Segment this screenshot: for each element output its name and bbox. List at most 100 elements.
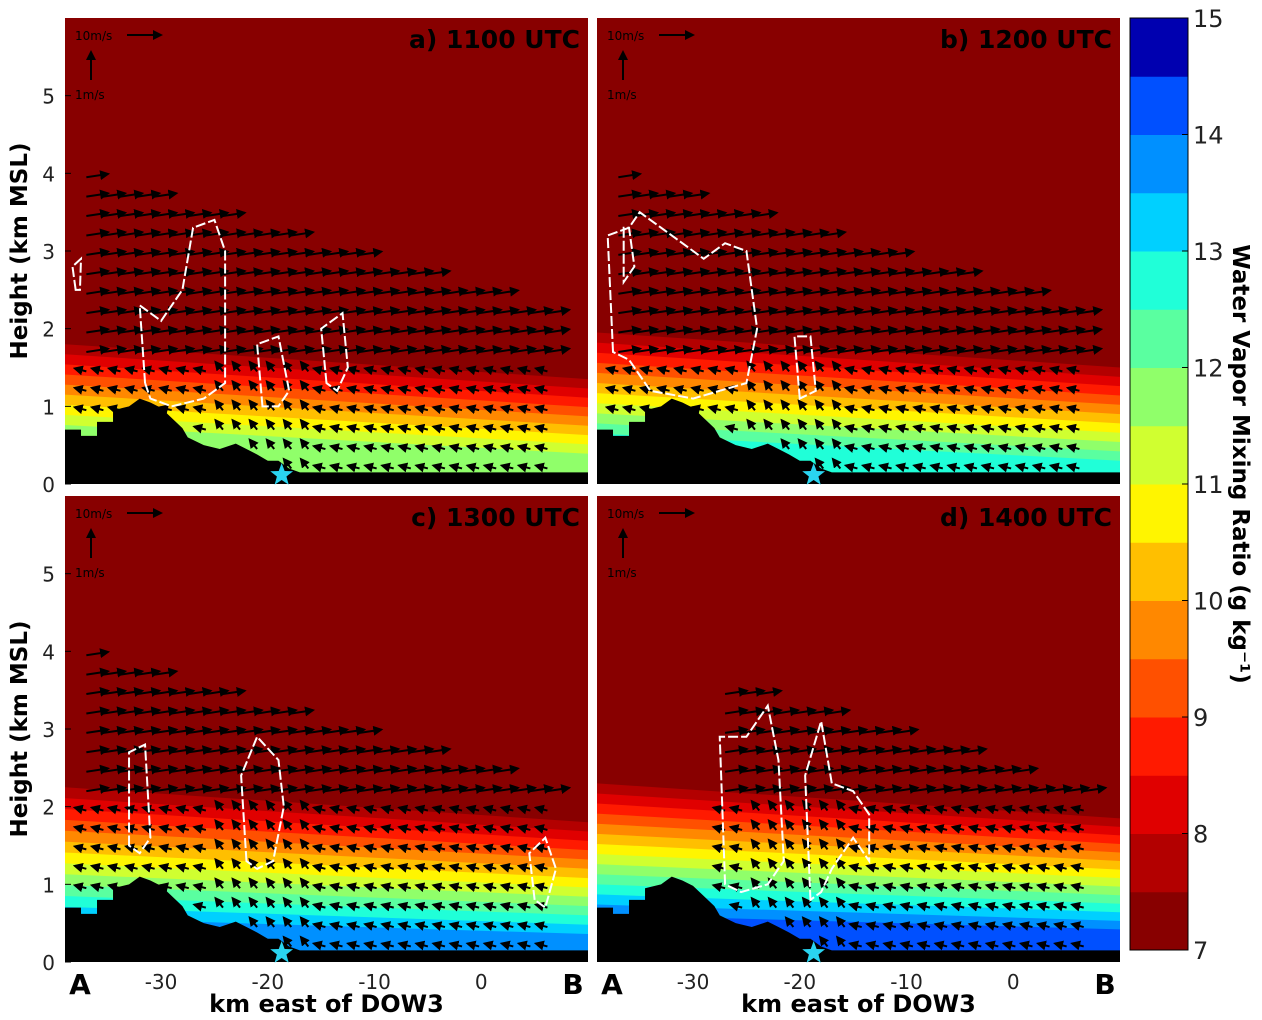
wind-arrow <box>1048 384 1063 395</box>
y-tick-label: 5 <box>42 85 55 109</box>
wind-arrow <box>618 170 643 181</box>
wind-arrow <box>86 667 111 678</box>
wind-arrow <box>231 399 242 411</box>
wind-arrow <box>843 384 858 395</box>
wind-arrow <box>946 404 961 415</box>
wind-arrow <box>154 189 179 200</box>
wind-arrow <box>1070 940 1084 951</box>
wind-arrow <box>299 438 310 450</box>
wind-arrow <box>311 921 326 931</box>
wind-arrow <box>376 764 401 775</box>
colorbar-tick-label: 15 <box>1193 5 1224 33</box>
wind-arrow <box>673 384 687 395</box>
wind-arrow <box>933 843 948 854</box>
wind-arrow <box>239 228 264 239</box>
wind-arrow <box>516 404 531 415</box>
wind-arrow <box>1031 443 1046 453</box>
wind-arrow <box>231 838 242 851</box>
wind-arrow <box>878 462 892 473</box>
wind-arrow <box>1070 901 1084 912</box>
wind-arrow <box>482 843 497 854</box>
wind-arrow <box>1035 824 1050 834</box>
wind-arrow <box>882 901 897 912</box>
wind-arrow <box>874 267 899 278</box>
wind-arrow <box>533 423 548 434</box>
wind-arrow <box>878 404 892 415</box>
wind-arrow <box>720 228 745 239</box>
wind-arrow <box>397 862 412 873</box>
wind-arrow <box>482 921 497 931</box>
y-tick-label: 2 <box>42 796 55 820</box>
wind-arrow <box>899 862 914 873</box>
wind-arrow <box>690 404 704 415</box>
wind-arrow <box>256 247 281 258</box>
wind-arrow <box>980 423 995 434</box>
wind-arrow <box>192 384 207 395</box>
wind-arrow <box>814 379 825 392</box>
wind-arrow <box>686 344 711 355</box>
wind-arrow <box>767 819 778 831</box>
wind-arrow <box>916 862 931 873</box>
wind-arrow <box>205 725 230 736</box>
wind-arrow <box>414 804 429 815</box>
wind-arrow <box>124 862 138 873</box>
wind-arrow <box>963 443 978 453</box>
wind-arrow <box>282 438 293 450</box>
wind-arrow <box>380 862 394 873</box>
wind-arrow <box>239 286 264 297</box>
wind-arrow <box>282 819 293 831</box>
wind-arrow <box>72 862 87 873</box>
wind-arrow <box>916 824 931 834</box>
colorbar: 7 8 9 10 11 12 13 14 15 Water Vapor Mixing Ratio … <box>1129 5 1253 965</box>
wind-arrow <box>840 286 865 297</box>
wind-arrow <box>1018 824 1033 834</box>
wind-arrow <box>754 247 779 258</box>
wind-arrow <box>86 170 111 181</box>
colorbar-segment <box>1130 775 1188 834</box>
wind-arrow <box>482 940 497 951</box>
dow3-star <box>802 463 826 485</box>
wind-arrow <box>448 843 463 854</box>
wind-arrow <box>171 344 196 355</box>
wind-arrow <box>231 379 242 392</box>
colorbar-segment <box>1130 251 1188 310</box>
wind-arrow <box>72 365 87 376</box>
wind-arrow <box>376 784 401 794</box>
wind-arrow <box>604 365 619 376</box>
colorbar-tick-label: 10 <box>1193 588 1224 616</box>
wind-arrow <box>814 418 825 431</box>
wind-arrow <box>912 404 926 415</box>
wind-arrow <box>175 824 190 834</box>
wind-arrow <box>673 365 687 376</box>
wind-arrow <box>831 418 842 431</box>
wind-arrow <box>431 804 446 815</box>
y-axis-label: Height (km MSL) <box>7 621 33 838</box>
wind-arrow <box>274 325 298 336</box>
wind-arrow <box>750 896 761 909</box>
wind-arrow <box>669 189 694 200</box>
wind-arrow <box>784 819 795 831</box>
wind-arrow <box>865 882 880 893</box>
wind-arrow <box>874 344 899 355</box>
wind-arrow <box>533 824 548 834</box>
wind-arrow <box>1065 443 1080 453</box>
wind-arrow <box>380 901 394 912</box>
wind-arrow <box>1065 384 1080 395</box>
cloud-contour <box>240 734 285 870</box>
wind-arrow <box>397 443 412 453</box>
wind-arrow <box>120 267 145 278</box>
wind-arrow <box>465 443 480 453</box>
panel-title: a) 1100 UTC <box>409 25 580 54</box>
wind-arrow <box>248 916 259 928</box>
wind-arrow <box>141 384 155 395</box>
colorbar-segment <box>1130 484 1188 543</box>
colorbar-tick-label: 14 <box>1193 122 1224 150</box>
wind-arrow <box>690 365 704 376</box>
x-axis-label: km east of DOW3 <box>209 990 444 1016</box>
wind-arrow <box>158 862 172 873</box>
wind-arrow <box>848 882 862 893</box>
wind-arrow <box>380 462 394 473</box>
wind-arrow <box>728 824 743 834</box>
wind-arrow <box>282 916 293 928</box>
cloud-contour <box>622 226 636 286</box>
